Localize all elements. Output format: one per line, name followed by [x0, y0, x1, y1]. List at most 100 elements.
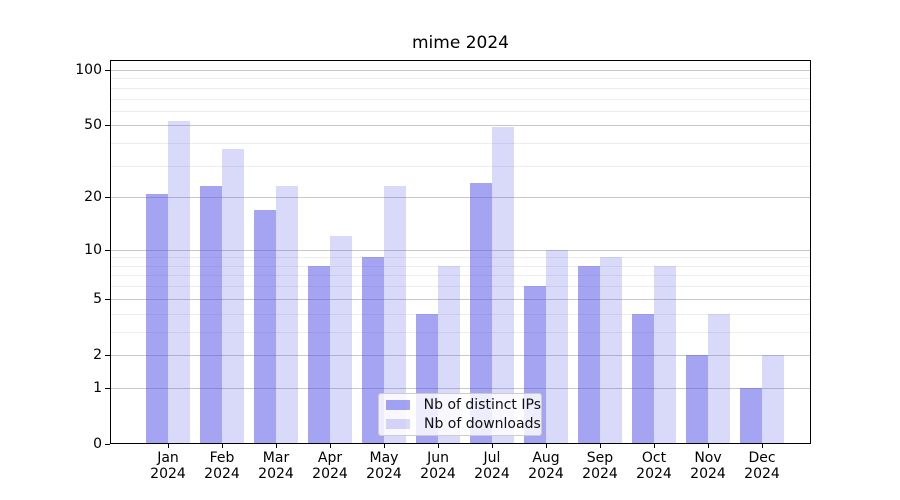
x-axis-tick-label: Oct 2024 — [627, 450, 681, 482]
y-tick-mark — [105, 249, 110, 251]
bar-distinct-ips-apr — [308, 265, 330, 444]
month-label: May — [369, 450, 399, 466]
month-label: Sep — [586, 450, 614, 466]
major-gridline — [110, 298, 811, 300]
bar-distinct-ips-sep — [578, 265, 600, 444]
month-label: Mar — [262, 450, 290, 466]
bar-downloads-sep — [600, 257, 622, 444]
bar-downloads-nov — [708, 313, 730, 444]
bar-distinct-ips-feb — [200, 186, 222, 444]
x-tick-mark — [546, 444, 547, 448]
bar-downloads-oct — [654, 265, 676, 444]
plot-area: Nb of distinct IPs Nb of downloads — [110, 60, 811, 444]
minor-gridline — [110, 98, 811, 100]
month-label: Jun — [427, 450, 449, 466]
month-label: Apr — [317, 450, 343, 466]
year-label: 2024 — [204, 466, 240, 482]
x-axis-tick-label: Dec 2024 — [735, 450, 789, 482]
y-tick-mark — [105, 298, 110, 300]
minor-gridline — [110, 275, 811, 277]
bar-downloads-may — [384, 186, 406, 444]
y-tick-mark — [105, 69, 110, 71]
x-tick-mark — [276, 444, 277, 448]
minor-gridline — [110, 265, 811, 267]
year-label: 2024 — [150, 466, 186, 482]
legend-label-distinct-ips: Nb of distinct IPs — [423, 397, 541, 413]
y-axis-tick-label: 2 — [93, 346, 102, 363]
major-gridline — [110, 354, 811, 356]
x-axis-tick-label: Mar 2024 — [249, 450, 303, 482]
x-tick-mark — [330, 444, 331, 448]
minor-gridline — [110, 257, 811, 259]
minor-gridline — [110, 313, 811, 315]
year-label: 2024 — [312, 466, 348, 482]
legend-entry-distinct-ips: Nb of distinct IPs — [386, 397, 541, 413]
x-axis-tick-label: Apr 2024 — [303, 450, 357, 482]
y-tick-mark — [105, 444, 110, 445]
bar-distinct-ips-jul — [470, 183, 492, 444]
major-gridline — [110, 69, 811, 71]
y-axis-tick-label: 50 — [84, 117, 102, 134]
legend-swatch-downloads — [386, 419, 410, 429]
bar-downloads-jan — [168, 120, 190, 444]
month-label: Dec — [748, 450, 776, 466]
year-label: 2024 — [690, 466, 726, 482]
bar-distinct-ips-nov — [686, 354, 708, 444]
year-label: 2024 — [744, 466, 780, 482]
y-tick-mark — [105, 197, 110, 199]
x-axis-tick-label: Jun 2024 — [411, 450, 465, 482]
bar-downloads-aug — [546, 249, 568, 444]
x-tick-mark — [600, 444, 601, 448]
bar-downloads-feb — [222, 149, 244, 444]
y-axis-tick-label: 100 — [75, 61, 102, 78]
month-label: Oct — [641, 450, 667, 466]
x-axis-tick-label: Jul 2024 — [465, 450, 519, 482]
minor-gridline — [110, 110, 811, 112]
bar-downloads-jul — [492, 126, 514, 444]
minor-gridline — [110, 165, 811, 167]
year-label: 2024 — [582, 466, 618, 482]
x-tick-mark — [438, 444, 439, 448]
year-label: 2024 — [636, 466, 672, 482]
year-label: 2024 — [258, 466, 294, 482]
x-tick-mark — [222, 444, 223, 448]
bar-distinct-ips-mar — [254, 209, 276, 444]
minor-gridline — [110, 286, 811, 288]
month-label: Jan — [157, 450, 179, 466]
y-axis-tick-label: 20 — [84, 189, 102, 206]
major-gridline — [110, 197, 811, 199]
month-label: Jul — [483, 450, 501, 466]
y-axis-tick-label: 5 — [93, 290, 102, 307]
x-tick-mark — [168, 444, 169, 448]
minor-gridline — [110, 78, 811, 80]
x-axis-tick-label: May 2024 — [357, 450, 411, 482]
year-label: 2024 — [528, 466, 564, 482]
month-label: Aug — [532, 450, 560, 466]
legend: Nb of distinct IPs Nb of downloads — [378, 393, 542, 436]
x-axis-tick-label: Aug 2024 — [519, 450, 573, 482]
legend-label-downloads: Nb of downloads — [424, 416, 541, 432]
y-tick-mark — [105, 125, 110, 127]
month-label: Feb — [209, 450, 235, 466]
major-gridline — [110, 249, 811, 251]
minor-gridline — [110, 331, 811, 333]
minor-gridline — [110, 143, 811, 145]
x-tick-mark — [384, 444, 385, 448]
x-tick-mark — [654, 444, 655, 448]
x-tick-mark — [492, 444, 493, 448]
bar-downloads-dec — [762, 354, 784, 444]
bar-distinct-ips-dec — [740, 387, 762, 444]
minor-gridline — [110, 87, 811, 89]
year-label: 2024 — [474, 466, 510, 482]
y-axis-tick-label: 1 — [93, 379, 102, 396]
x-axis-tick-label: Sep 2024 — [573, 450, 627, 482]
bar-downloads-mar — [276, 186, 298, 444]
x-axis-tick-label: Nov 2024 — [681, 450, 735, 482]
y-axis-tick-label: 10 — [84, 241, 102, 258]
major-gridline — [110, 125, 811, 127]
year-label: 2024 — [366, 466, 402, 482]
y-tick-mark — [105, 354, 110, 356]
y-tick-mark — [105, 387, 110, 389]
major-gridline — [110, 387, 811, 389]
